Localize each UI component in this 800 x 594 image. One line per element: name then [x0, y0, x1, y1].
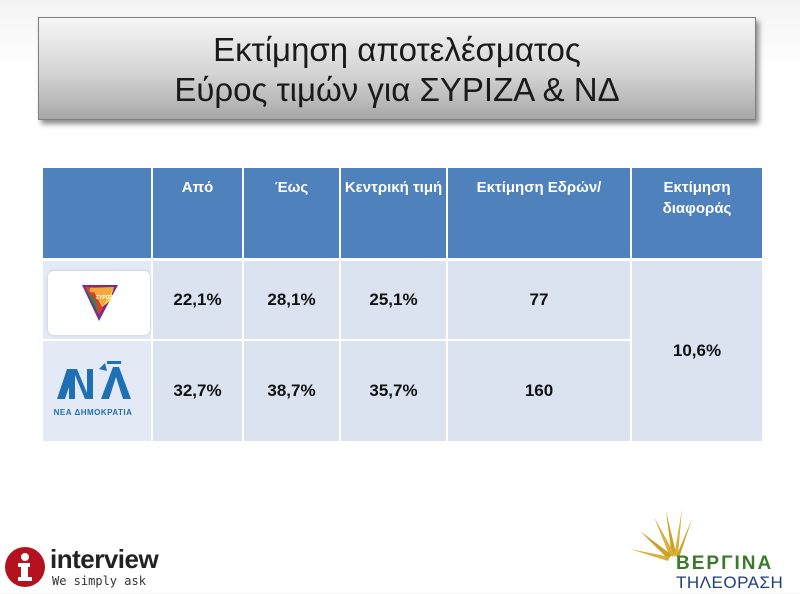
nd-central-cell: 35,7%	[340, 339, 448, 443]
slide-title-line-1: Εκτίμηση αποτελέσματος	[213, 31, 581, 68]
header-to: Έως	[243, 168, 341, 261]
header-seats: Εκτίμηση Εδρών/	[447, 168, 632, 261]
syriza-from-cell: 22,1%	[152, 259, 244, 341]
header-from: Από	[152, 168, 244, 261]
nd-logo-icon: ΝΕΑ ΔΗΜΟΚΡΑΤΙΑ	[53, 359, 133, 417]
syriza-to-cell: 28,1%	[243, 259, 341, 341]
svg-text:ΣΥΡΙΖΑ: ΣΥΡΙΖΑ	[96, 295, 114, 301]
interview-brand-name: interview	[50, 544, 159, 574]
interview-tagline: We simply ask	[52, 574, 146, 588]
table-row: ΣΥΡΙΖΑ 22,1% 28,1% 25,1% 77 10,6%	[43, 259, 764, 443]
syriza-logo-icon: ΣΥΡΙΖΑ	[48, 270, 150, 335]
header-central: Κεντρική τιμή	[340, 168, 448, 261]
header-difference: Εκτίμηση διαφοράς	[631, 168, 764, 261]
difference-cell: 10,6%	[631, 259, 764, 443]
nd-from-cell: 32,7%	[152, 339, 244, 443]
table-row: ΝΕΑ ΔΗΜΟΚΡΑΤΙΑ 32,7% 38,7% 35,7% 160	[43, 339, 763, 443]
header-empty	[43, 168, 153, 261]
syriza-central-cell: 25,1%	[340, 259, 448, 341]
nd-to-cell: 38,7%	[243, 339, 341, 443]
interview-info-icon	[3, 545, 47, 594]
table-header-row: Από Έως Κεντρική τιμή Εκτίμηση Εδρών/ Εκ…	[43, 168, 764, 261]
slide-title-line-2: Εύρος τιμών για ΣΥΡΙΖΑ & ΝΔ	[174, 71, 620, 108]
vergina-sun-icon	[626, 505, 706, 570]
nd-logo-cell: ΝΕΑ ΔΗΜΟΚΡΑΤΙΑ	[43, 339, 153, 443]
syriza-seats-cell: 77	[447, 259, 632, 341]
vergina-brand-subtitle: ΤΗΛΕΟΡΑΣΗ	[676, 573, 784, 592]
slide-title-box: Εκτίμηση αποτελέσματος Εύρος τιμών για Σ…	[38, 17, 756, 120]
nd-logo-text: ΝΕΑ ΔΗΜΟΚΡΑΤΙΑ	[53, 407, 133, 417]
vergina-brand-name: ΒΕΡΓΙΝΑ	[676, 553, 774, 574]
results-table: Από Έως Κεντρική τιμή Εκτίμηση Εδρών/ Εκ…	[43, 168, 764, 443]
syriza-logo-cell: ΣΥΡΙΖΑ	[43, 259, 153, 341]
nd-seats-cell: 160	[447, 339, 632, 443]
